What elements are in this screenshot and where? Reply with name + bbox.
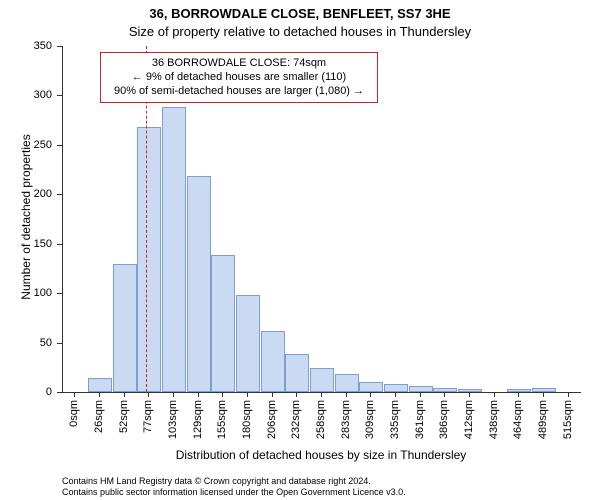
footer-attribution: Contains HM Land Registry data © Crown c… — [62, 476, 406, 498]
annotation-line-3: 90% of semi-detached houses are larger (… — [109, 85, 369, 99]
y-tick-label: 100 — [0, 287, 52, 299]
x-tick-label: 180sqm — [241, 400, 253, 439]
y-tick-label: 350 — [0, 40, 52, 52]
bar — [162, 107, 186, 392]
chart-supertitle: 36, BORROWDALE CLOSE, BENFLEET, SS7 3HE — [0, 6, 600, 21]
x-tick-label: 129sqm — [192, 400, 204, 439]
bar — [137, 127, 161, 392]
x-tick-label: 309sqm — [364, 400, 376, 439]
x-tick-label: 258sqm — [315, 400, 327, 439]
y-tick-label: 0 — [0, 386, 52, 398]
x-tick-label: 438sqm — [488, 400, 500, 439]
bar — [261, 331, 285, 392]
x-tick-label: 489sqm — [537, 400, 549, 439]
x-tick-label: 155sqm — [216, 400, 228, 439]
bar — [211, 255, 235, 392]
bar — [113, 264, 137, 393]
bar — [236, 295, 260, 392]
bar — [285, 354, 309, 392]
bar — [310, 368, 334, 392]
bar — [88, 378, 112, 392]
bar — [409, 386, 433, 392]
annotation-line-2: ← 9% of detached houses are smaller (110… — [109, 71, 369, 85]
x-tick-label: 52sqm — [118, 400, 130, 433]
x-tick-label: 386sqm — [438, 400, 450, 439]
footer-line-1: Contains HM Land Registry data © Crown c… — [62, 476, 406, 487]
chart-container: 36, BORROWDALE CLOSE, BENFLEET, SS7 3HE … — [0, 0, 600, 500]
x-tick-label: 26sqm — [93, 400, 105, 433]
bar — [384, 384, 408, 392]
annotation-box: 36 BORROWDALE CLOSE: 74sqm ← 9% of detac… — [100, 52, 378, 103]
bar — [335, 374, 359, 392]
x-tick-label: 515sqm — [562, 400, 574, 439]
bar — [359, 382, 383, 392]
x-tick-label: 361sqm — [414, 400, 426, 439]
y-tick-label: 150 — [0, 238, 52, 250]
x-tick-label: 0sqm — [68, 400, 80, 427]
y-tick-label: 200 — [0, 188, 52, 200]
x-tick-label: 232sqm — [290, 400, 302, 439]
x-tick-label: 77sqm — [142, 400, 154, 433]
bar — [187, 176, 211, 392]
x-tick-label: 412sqm — [463, 400, 475, 439]
y-tick-label: 300 — [0, 89, 52, 101]
x-axis-label: Distribution of detached houses by size … — [62, 448, 580, 462]
footer-line-2: Contains public sector information licen… — [62, 487, 406, 498]
x-tick-label: 103sqm — [167, 400, 179, 439]
x-tick-label: 206sqm — [266, 400, 278, 439]
chart-title: Size of property relative to detached ho… — [0, 24, 600, 39]
x-tick-label: 283sqm — [340, 400, 352, 439]
annotation-line-1: 36 BORROWDALE CLOSE: 74sqm — [109, 57, 369, 71]
x-tick-label: 335sqm — [389, 400, 401, 439]
x-tick-label: 464sqm — [512, 400, 524, 439]
y-tick-label: 50 — [0, 337, 52, 349]
y-tick-label: 250 — [0, 139, 52, 151]
